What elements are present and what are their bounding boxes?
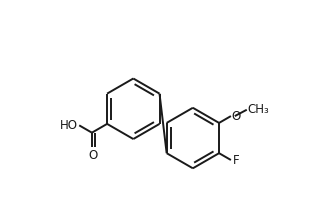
- Text: O: O: [89, 149, 98, 162]
- Text: CH₃: CH₃: [248, 103, 269, 116]
- Text: O: O: [232, 109, 241, 123]
- Text: F: F: [232, 153, 239, 167]
- Text: HO: HO: [60, 119, 78, 132]
